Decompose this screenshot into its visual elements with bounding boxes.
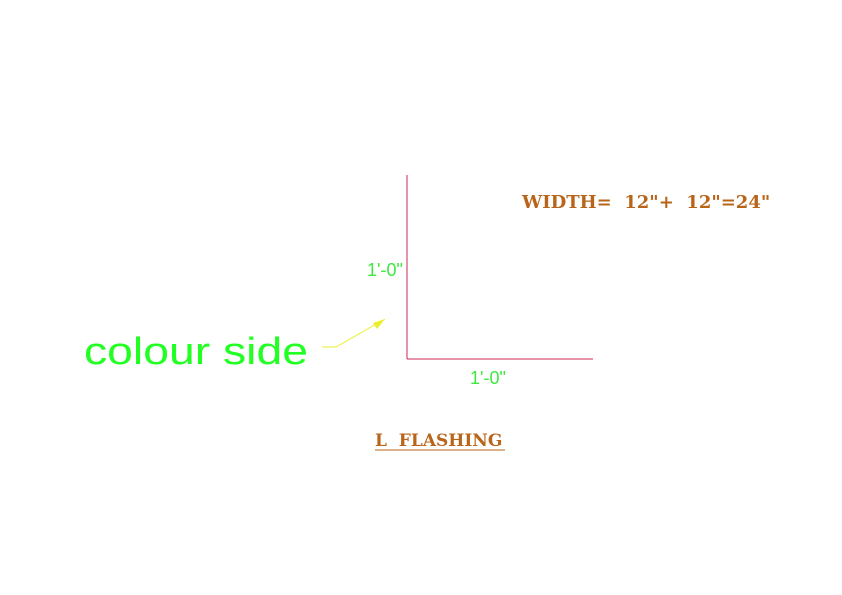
colour-side-annotation: colour side (84, 331, 308, 373)
leader-line (322, 318, 386, 348)
leader-arrow (322, 318, 386, 348)
vertical-dimension-label: 1'-0" (367, 260, 403, 280)
horizontal-dimension-label: 1'-0" (470, 368, 506, 388)
drawing-title: L FLASHING (375, 431, 502, 451)
leader-arrowhead-icon (373, 319, 385, 329)
l-flashing-profile (406, 175, 593, 360)
width-note: WIDTH= 12"+ 12"=24" (521, 192, 770, 213)
